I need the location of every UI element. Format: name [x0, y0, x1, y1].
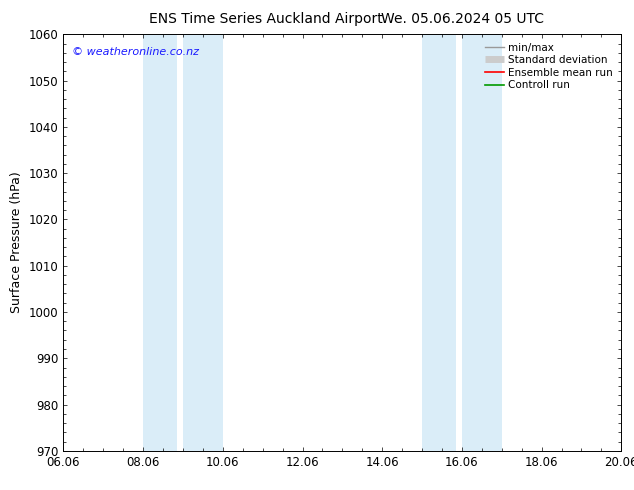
Bar [143, 34, 177, 451]
Bar [422, 34, 456, 451]
Bar [462, 34, 501, 451]
Text: We. 05.06.2024 05 UTC: We. 05.06.2024 05 UTC [381, 12, 545, 26]
Legend: min/max, Standard deviation, Ensemble mean run, Controll run: min/max, Standard deviation, Ensemble me… [482, 40, 616, 94]
Text: ENS Time Series Auckland Airport: ENS Time Series Auckland Airport [150, 12, 383, 26]
Text: © weatheronline.co.nz: © weatheronline.co.nz [72, 47, 199, 57]
Y-axis label: Surface Pressure (hPa): Surface Pressure (hPa) [10, 172, 23, 314]
Bar [183, 34, 223, 451]
